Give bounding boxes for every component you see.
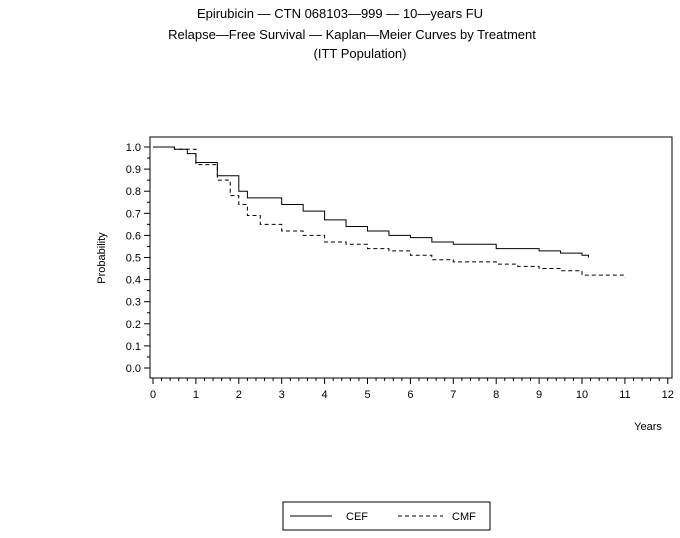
x-axis-label: Years bbox=[634, 421, 662, 433]
legend-label-cmf: CMF bbox=[452, 511, 476, 523]
y-tick-label: 0.9 bbox=[126, 164, 141, 176]
y-tick-label: 0.1 bbox=[126, 341, 141, 353]
x-tick-label: 7 bbox=[450, 389, 456, 401]
y-tick-label: 0.3 bbox=[126, 297, 141, 309]
y-tick-label: 0.7 bbox=[126, 208, 141, 220]
legend: CEF CMF bbox=[282, 501, 491, 531]
series-line-cef bbox=[153, 146, 589, 258]
x-tick-label: 3 bbox=[279, 389, 285, 401]
legend-box bbox=[282, 501, 491, 531]
x-tick-label: 1 bbox=[193, 389, 199, 401]
y-axis-label: Probability bbox=[96, 232, 108, 284]
plot-frame bbox=[149, 136, 673, 379]
y-tick-label: 1.0 bbox=[126, 142, 141, 154]
x-tick-label: 4 bbox=[322, 389, 328, 401]
x-tick-label: 9 bbox=[536, 389, 542, 401]
series-line-cmf bbox=[153, 146, 626, 278]
x-tick-label: 6 bbox=[407, 389, 413, 401]
x-tick-label: 0 bbox=[150, 389, 156, 401]
y-tick-label: 0.4 bbox=[126, 275, 141, 287]
x-tick-label: 5 bbox=[364, 389, 370, 401]
y-tick-label: 0.0 bbox=[126, 363, 141, 375]
x-tick-label: 12 bbox=[662, 389, 674, 401]
y-tick-label: 0.8 bbox=[126, 186, 141, 198]
y-tick-label: 0.6 bbox=[126, 230, 141, 242]
y-tick-label: 0.2 bbox=[126, 319, 141, 331]
x-tick-label: 8 bbox=[493, 389, 499, 401]
y-tick-label: 0.5 bbox=[126, 253, 141, 265]
chart-title-line-3: (ITT Population) bbox=[313, 46, 407, 61]
legend-label-cef: CEF bbox=[346, 511, 368, 523]
x-tick-label: 10 bbox=[576, 389, 588, 401]
x-tick-label: 2 bbox=[236, 389, 242, 401]
chart-title-line-1: Epirubicin — CTN 068103—999 — 10—years F… bbox=[196, 6, 484, 21]
chart-title-line-2: Relapse—Free Survival — Kaplan—Meier Cur… bbox=[168, 27, 536, 42]
x-tick-label: 11 bbox=[619, 389, 630, 401]
